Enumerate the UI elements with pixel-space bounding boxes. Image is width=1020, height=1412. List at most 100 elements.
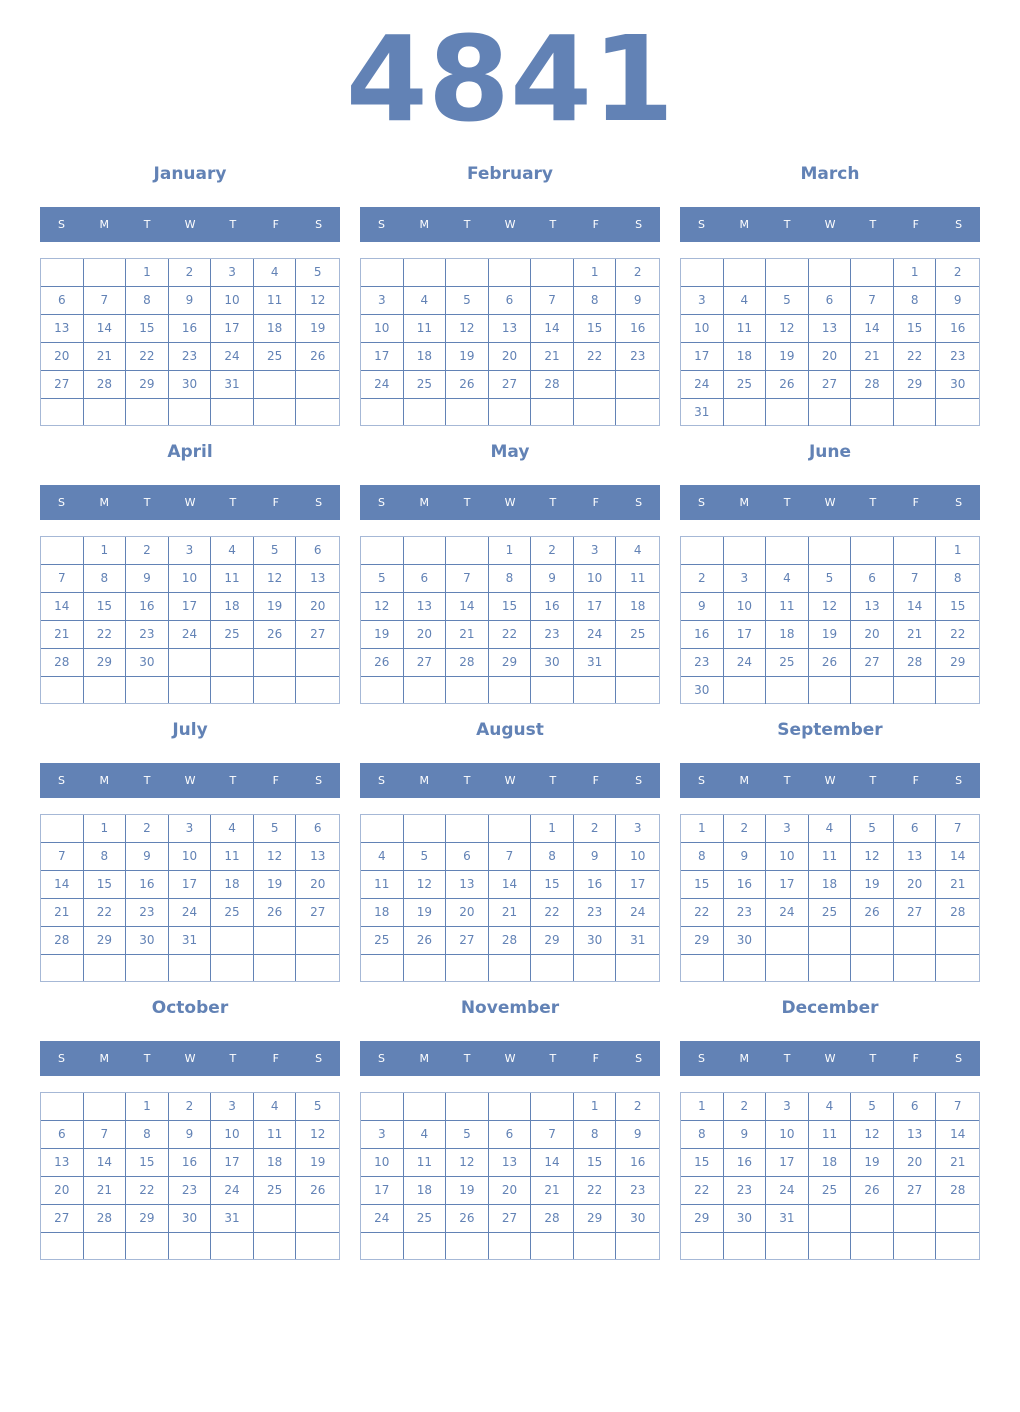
day-cell: 9 <box>168 1121 212 1149</box>
day-cell: 5 <box>296 1093 339 1121</box>
day-cell: 19 <box>296 315 339 343</box>
weekday-label: T <box>143 774 151 787</box>
day-cell <box>446 1093 489 1121</box>
day-cell <box>531 955 574 981</box>
day-cell: 27 <box>851 649 894 677</box>
day-cell: 18 <box>403 343 447 371</box>
day-cell: 13 <box>296 843 339 871</box>
day-cell: 14 <box>851 315 894 343</box>
day-cell: 26 <box>403 927 447 955</box>
day-cell: 18 <box>211 871 254 899</box>
month-name: April <box>167 442 213 462</box>
day-cell <box>681 259 724 287</box>
day-cell: 1 <box>83 537 127 565</box>
day-cell: 21 <box>446 621 489 649</box>
weekday-label: T <box>143 218 151 231</box>
day-cell: 21 <box>851 343 894 371</box>
day-cell: 22 <box>83 899 127 927</box>
day-cell: 3 <box>361 1121 404 1149</box>
day-cell: 7 <box>936 815 979 843</box>
day-cell <box>723 537 767 565</box>
day-cell: 4 <box>211 815 254 843</box>
weekday-label: M <box>419 496 430 509</box>
day-cell: 29 <box>573 1205 617 1233</box>
day-cell: 29 <box>936 649 979 677</box>
day-cell: 26 <box>296 343 339 371</box>
day-cell: 2 <box>531 537 574 565</box>
day-cell <box>681 1233 724 1259</box>
day-cell: 19 <box>296 1149 339 1177</box>
day-cell <box>361 399 404 425</box>
day-cell: 22 <box>681 899 724 927</box>
day-cell <box>489 1233 532 1259</box>
day-cell <box>446 1233 489 1259</box>
day-cell <box>894 677 937 704</box>
weekday-label: W <box>824 496 836 509</box>
day-cell: 10 <box>681 315 724 343</box>
day-cell: 25 <box>211 899 254 927</box>
day-cell <box>616 399 659 425</box>
day-cell: 12 <box>808 593 852 621</box>
day-cell: 18 <box>253 315 297 343</box>
day-cell: 20 <box>893 871 937 899</box>
day-cell: 4 <box>211 537 254 565</box>
day-cell: 3 <box>211 259 254 287</box>
day-cell <box>211 955 254 981</box>
day-cell: 20 <box>851 621 894 649</box>
day-cell <box>253 1205 297 1233</box>
day-cell: 18 <box>723 343 767 371</box>
day-cell: 19 <box>446 343 489 371</box>
weekday-label: F <box>592 496 599 509</box>
day-cell: 12 <box>851 1121 894 1149</box>
day-cell <box>489 677 532 703</box>
day-cell: 29 <box>488 649 532 677</box>
day-cell: 7 <box>488 843 532 871</box>
day-cell <box>83 259 127 287</box>
weekday-label: M <box>419 774 430 787</box>
day-cell: 13 <box>41 315 84 343</box>
day-cell: 31 <box>211 371 254 399</box>
day-cell: 4 <box>766 565 809 593</box>
day-cell: 27 <box>488 1205 532 1233</box>
day-cell: 11 <box>211 843 254 871</box>
day-cell: 20 <box>488 343 532 371</box>
weekday-label: F <box>272 774 279 787</box>
day-cell: 28 <box>851 371 894 399</box>
day-cell: 16 <box>126 871 169 899</box>
day-cell: 21 <box>41 899 84 927</box>
weekday-label: S <box>377 496 385 509</box>
weekday-label: T <box>463 496 471 509</box>
day-cell: 29 <box>531 927 574 955</box>
day-cell <box>766 955 809 981</box>
weekday-label: M <box>99 218 110 231</box>
day-cell: 17 <box>681 343 724 371</box>
day-cell <box>894 1233 937 1259</box>
day-cell: 22 <box>126 1177 169 1205</box>
day-cell: 18 <box>403 1177 447 1205</box>
day-cell: 27 <box>446 927 489 955</box>
day-cell: 7 <box>83 1121 127 1149</box>
day-cell <box>84 955 127 981</box>
day-cell: 30 <box>723 927 767 955</box>
weekday-label: S <box>315 774 323 787</box>
day-cell: 21 <box>893 621 937 649</box>
weekday-label: S <box>697 774 705 787</box>
day-cell: 6 <box>851 565 894 593</box>
day-cell: 26 <box>446 371 489 399</box>
month-name: June <box>808 442 852 462</box>
day-cell: 11 <box>403 315 447 343</box>
day-cell: 3 <box>168 815 212 843</box>
day-cell: 21 <box>531 343 574 371</box>
day-cell: 10 <box>361 1149 404 1177</box>
day-cell: 25 <box>361 927 404 955</box>
day-cell: 12 <box>361 593 404 621</box>
day-cell: 24 <box>766 899 809 927</box>
day-cell <box>211 649 254 677</box>
day-cell: 2 <box>126 537 169 565</box>
day-cell: 3 <box>766 815 809 843</box>
day-cell <box>936 1205 979 1233</box>
month-name: May <box>490 442 530 462</box>
